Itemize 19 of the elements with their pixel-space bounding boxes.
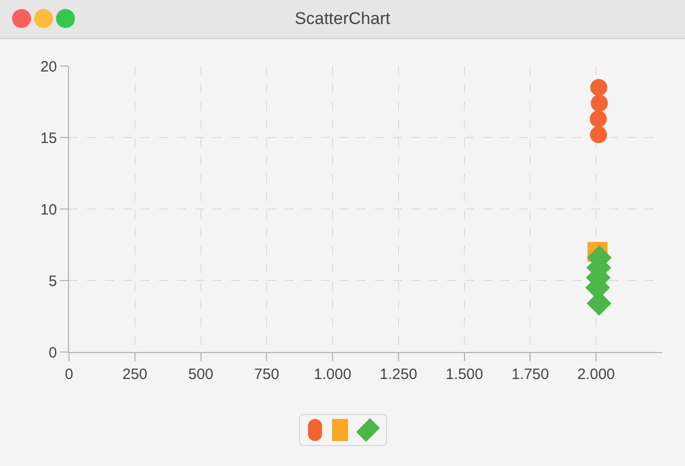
y-tick-label: 5 (48, 272, 57, 290)
x-tick-label: 1.000 (314, 366, 352, 383)
y-tick-label: 0 (48, 344, 57, 362)
chart-title: ScatterChart (294, 9, 392, 29)
x-tick-label: 750 (254, 366, 280, 383)
x-tick-label: 250 (122, 366, 148, 383)
y-tick-label: 15 (40, 130, 57, 147)
point (590, 126, 607, 144)
x-tick-label: 2.000 (577, 366, 615, 383)
y-tick-label: 20 (40, 58, 57, 76)
x-tick-label: 1.500 (446, 366, 484, 383)
x-tick-label: 1.250 (380, 366, 418, 383)
point (590, 94, 608, 112)
x-tick-label: 1.750 (511, 366, 549, 383)
point (590, 78, 608, 96)
x-tick-label: 500 (188, 366, 214, 383)
y-tick-label: 10 (40, 201, 57, 218)
point (590, 110, 607, 128)
x-tick-label: 0 (64, 366, 74, 383)
